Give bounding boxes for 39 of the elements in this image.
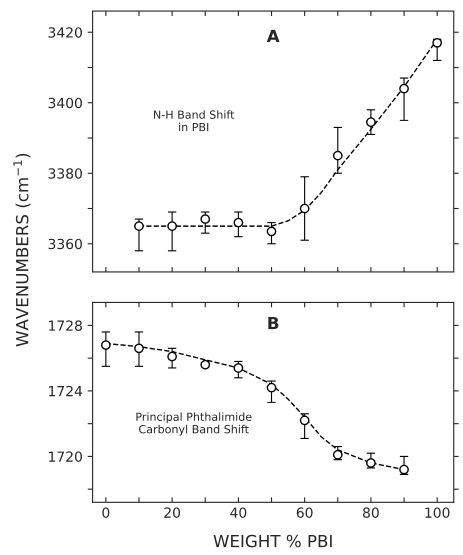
point: [366, 458, 376, 468]
point: [266, 226, 276, 236]
x-axis-title: WEIGHT % PBI: [214, 534, 332, 548]
point: [332, 150, 343, 160]
x-tick-label: 40: [230, 507, 246, 518]
y-tick-label: 3380: [48, 168, 82, 179]
point: [300, 204, 310, 214]
y-tick-label: 3400: [48, 98, 82, 108]
point: [332, 450, 343, 460]
x-tick-label: 0: [102, 507, 110, 518]
point: [167, 221, 177, 231]
x-tick-label: 60: [296, 507, 313, 518]
y-tick-label: 1724: [49, 386, 82, 396]
point: [100, 340, 111, 350]
y-axis-title: WAVENUMBERS (cm$^{−1}$): [13, 154, 30, 346]
point: [234, 218, 244, 228]
point: [266, 382, 276, 392]
point: [300, 416, 310, 426]
point: [366, 117, 376, 127]
y-tick-label: 3420: [48, 27, 82, 38]
point: [399, 464, 409, 474]
x-tick-label: 100: [425, 507, 450, 518]
text: B: [268, 316, 278, 330]
y-tick-label: 3360: [48, 238, 82, 250]
point: [134, 343, 144, 354]
annotation: N-H Band Shift in PBI: [154, 110, 234, 132]
x-tick-label: 20: [164, 507, 180, 518]
point: [134, 221, 144, 231]
y-tick-label: 1720: [49, 451, 82, 462]
point: [200, 360, 210, 370]
y-tick-label: 1728: [49, 320, 82, 331]
point: [167, 352, 177, 362]
annotation: Principal Phthalimide Carbonyl Band Shift: [136, 412, 252, 436]
point: [200, 214, 210, 224]
x-tick-label: 80: [363, 507, 379, 518]
point: [399, 84, 409, 94]
point: [432, 38, 442, 48]
text: A: [266, 30, 280, 42]
point: [234, 363, 244, 373]
